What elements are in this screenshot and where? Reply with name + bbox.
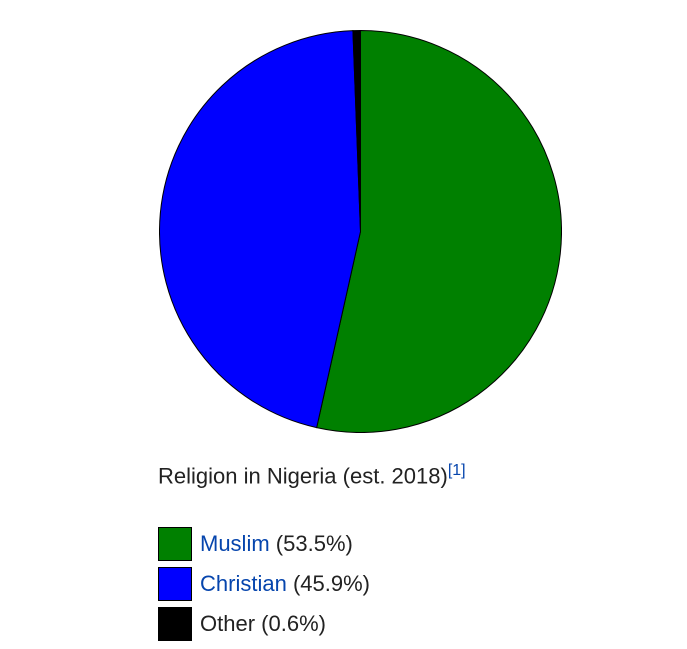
legend-item-muslim: Muslim (53.5%) [158, 524, 370, 564]
legend-percent: (45.9%) [287, 571, 370, 597]
legend-swatch [158, 567, 192, 601]
legend-percent: (0.6%) [255, 611, 326, 637]
chart-caption: Religion in Nigeria (est. 2018)[1] [158, 462, 466, 489]
reference-link[interactable]: [1] [448, 462, 466, 479]
legend-item-other: Other (0.6%) [158, 604, 370, 644]
legend-label: Other [200, 611, 255, 637]
legend-label-link[interactable]: Muslim [200, 531, 270, 557]
pie-slice-christian [160, 31, 361, 428]
legend-swatch [158, 527, 192, 561]
pie-chart [159, 30, 562, 433]
legend-label-link[interactable]: Christian [200, 571, 287, 597]
legend: Muslim (53.5%) Christian (45.9%) Other (… [158, 524, 370, 644]
legend-percent: (53.5%) [270, 531, 353, 557]
legend-item-christian: Christian (45.9%) [158, 564, 370, 604]
caption-text: Religion in Nigeria (est. 2018) [158, 463, 448, 488]
legend-swatch [158, 607, 192, 641]
